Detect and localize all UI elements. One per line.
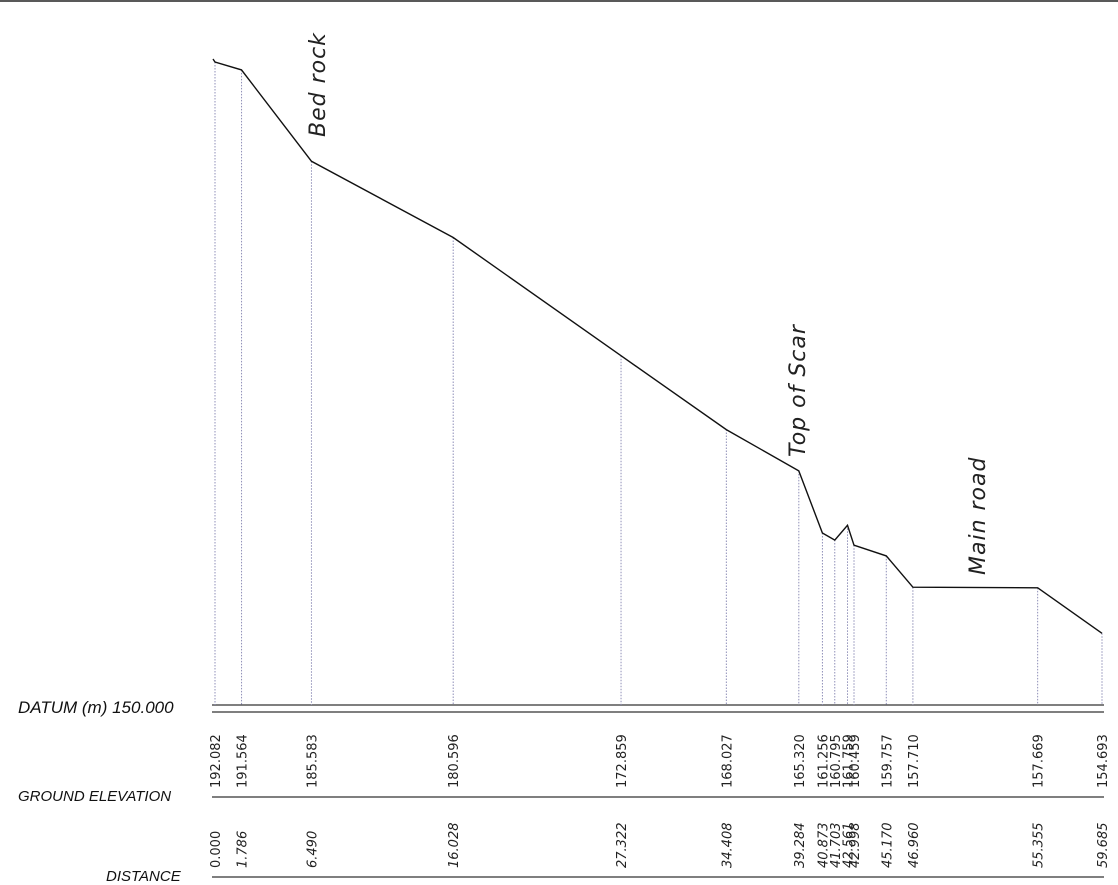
distance-label: DISTANCE (106, 868, 182, 885)
elevation-value: 172.859 (615, 734, 630, 788)
distance-value: 59.685 (1096, 823, 1111, 869)
elevation-value: 192.082 (209, 734, 224, 788)
elevation-values: 192.082 191.564 185.583 180.596 172.859 168.0… (209, 734, 1111, 788)
distance-value: 45.170 (880, 823, 895, 869)
distance-value: 55.355 (1032, 823, 1047, 869)
distance-values: 0.000 1.786 6.490 16.028 27.322 34.408 39.284 4… (209, 823, 1111, 869)
distance-value: 16.028 (447, 823, 462, 869)
distance-value: 42.998 (848, 823, 863, 869)
main-road-annotation: Main road (966, 457, 991, 575)
elevation-value: 191.564 (236, 734, 251, 788)
elevation-value: 159.757 (880, 734, 895, 788)
distance-value: 40.873 (816, 823, 831, 869)
distance-value: 39.284 (793, 823, 808, 869)
elevation-value: 165.320 (793, 734, 808, 788)
datum-label: DATUM (m) 150.000 (18, 698, 174, 717)
elevation-value: 161.759 (842, 734, 857, 788)
distance-value: 46.960 (907, 823, 922, 869)
elevation-value: 185.583 (306, 734, 321, 788)
elevation-value: 157.710 (907, 734, 922, 788)
distance-value: 27.322 (615, 823, 630, 869)
station-lines (214, 62, 1103, 705)
elevation-value: 154.693 (1096, 734, 1111, 788)
distance-value: 41.703 (829, 823, 844, 869)
distance-value: 42.561 (842, 823, 857, 869)
elevation-value: 160.795 (829, 734, 844, 788)
distance-value: 0.000 (209, 831, 224, 868)
elevation-value: 180.596 (447, 734, 462, 788)
distance-value: 1.786 (236, 831, 251, 868)
top-of-scar-annotation: Top of Scar (786, 323, 811, 457)
ground-profile-line (212, 58, 1103, 634)
elevation-value: 157.669 (1032, 734, 1047, 788)
ground-elevation-label: GROUND ELEVATION (18, 788, 171, 805)
elevation-value: 161.256 (816, 734, 831, 788)
elevation-value: 160.459 (848, 734, 863, 788)
elevation-value: 168.027 (720, 734, 735, 788)
bed-rock-annotation: Bed rock (306, 32, 331, 137)
distance-value: 34.408 (720, 823, 735, 869)
distance-value: 6.490 (306, 831, 321, 868)
